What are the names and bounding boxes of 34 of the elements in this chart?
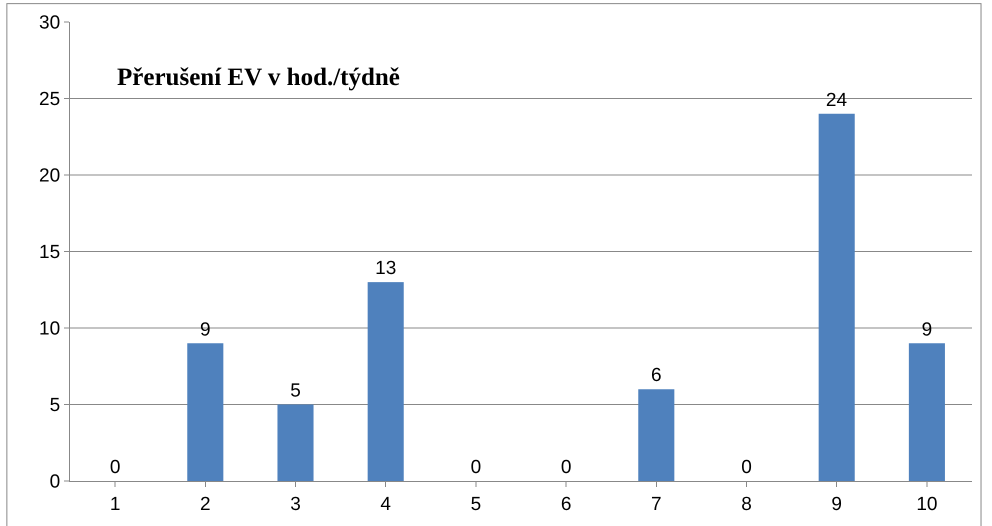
data-label: 0 [110, 457, 120, 478]
data-label: 24 [826, 90, 848, 111]
bar [277, 404, 314, 481]
x-tick-label: 9 [831, 494, 842, 515]
x-tick-label: 10 [916, 494, 938, 515]
data-label: 0 [560, 457, 572, 478]
y-tick-label: 15 [39, 242, 60, 264]
data-label: 9 [922, 319, 932, 340]
x-tick-label: 6 [560, 494, 572, 515]
x-tick-label: 4 [380, 494, 392, 515]
data-label: 0 [470, 457, 482, 478]
x-tick-label: 1 [110, 494, 120, 515]
text: Přerušení EV v hod./týdně [117, 64, 400, 91]
bar [187, 343, 224, 481]
y-tick-label: 30 [39, 12, 60, 34]
x-tick-label: 8 [741, 494, 752, 515]
x-tick-label: 7 [651, 494, 662, 515]
data-label: 0 [741, 457, 752, 478]
data-label: 5 [290, 380, 301, 402]
data-label: 13 [375, 258, 396, 280]
x-tick-label: 3 [290, 494, 301, 515]
y-tick-label: 0 [50, 472, 60, 493]
x-tick-label: 2 [200, 494, 211, 515]
x-tick-label: 5 [470, 494, 482, 515]
bar [638, 389, 674, 481]
y-tick-label: 20 [39, 166, 60, 187]
bar [908, 343, 945, 481]
bar [818, 114, 855, 481]
y-tick-label: 5 [50, 395, 60, 416]
y-tick-label: 25 [39, 89, 60, 110]
y-tick-label: 10 [39, 318, 60, 340]
data-label: 6 [651, 365, 662, 386]
bar [368, 282, 404, 481]
data-label: 9 [200, 319, 211, 340]
